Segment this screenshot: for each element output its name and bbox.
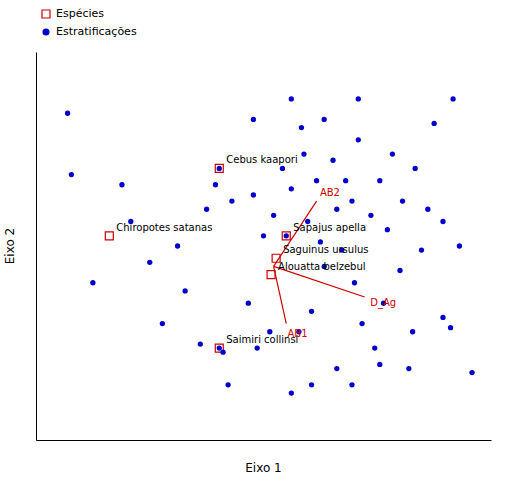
species-point [215,164,223,172]
dot [119,182,124,187]
dot [213,182,218,187]
dot [330,158,335,163]
dot [343,178,348,183]
species-point [282,232,290,240]
point-label: Saimiri collinsi [226,334,298,345]
dot [385,227,390,232]
legend-item: Espécies [42,7,104,20]
dot [251,192,256,197]
point-label: Saguinus ursulus [283,244,368,255]
dot [289,96,294,101]
dot [352,280,357,285]
dot [334,366,339,371]
dot [289,186,294,191]
x-axis [37,440,492,441]
dot [349,198,354,203]
dot [410,329,415,334]
dot [372,345,377,350]
point-label: Alouatta belzebul [278,261,366,272]
dot [261,233,266,238]
dot [309,309,314,314]
dot [400,198,405,203]
dot [457,243,462,248]
labels: AB2AB1D_AgCebus kaaporiChiropotes satana… [116,154,396,345]
dot [160,321,165,326]
dot [217,345,222,350]
dot [90,280,95,285]
y-axis-title: Eixo 2 [3,228,17,264]
dot [469,370,474,375]
dot [182,288,187,293]
dot [425,207,430,212]
dot [175,243,180,248]
species-point [105,232,113,240]
legend-swatch [42,10,50,18]
legend-label: Estratificações [56,25,137,38]
dot [349,382,354,387]
point-label: Chiropotes satanas [116,222,212,233]
dot [65,111,70,116]
axis-line [36,53,37,441]
legend-swatch [42,28,49,35]
point-label: Sapajus apella [293,222,366,233]
dot [334,207,339,212]
dot [377,362,382,367]
species-point [267,271,275,279]
dot [359,321,364,326]
dot [198,341,203,346]
dot [377,178,382,183]
dot [309,382,314,387]
point-label: Cebus kaapori [226,154,297,165]
dot [390,151,395,156]
dot [225,382,230,387]
dot [397,268,402,273]
dot [204,207,209,212]
x-axis-title: Eixo 1 [245,461,281,475]
dot [322,117,327,122]
legend: Espécies Estratificações [42,7,137,38]
dot [251,117,256,122]
marks [65,96,475,395]
dot [419,247,424,252]
dot [217,166,222,171]
dot [229,198,234,203]
dot [440,315,445,320]
dot [289,390,294,395]
dot [440,219,445,224]
dot [356,96,361,101]
chart: AB2AB1D_AgCebus kaaporiChiropotes satana… [0,0,507,482]
dot [220,350,225,355]
legend-item: Estratificações [42,25,136,38]
dot [314,178,319,183]
dot [356,137,361,142]
dot [448,325,453,330]
dot [280,166,285,171]
dot [246,301,251,306]
vector-label: D_Ag [370,297,396,309]
dot [431,121,436,126]
dot [413,166,418,171]
vector-label: AB2 [320,187,340,198]
dot [406,366,411,371]
axis-line [37,440,492,441]
dot [284,233,289,238]
dot [147,260,152,265]
dot [368,213,373,218]
dot [450,96,455,101]
dot [299,125,304,130]
dot [69,172,74,177]
y-axis [36,53,37,441]
dot [271,213,276,218]
dot [255,345,260,350]
plot: AB2AB1D_AgCebus kaaporiChiropotes satana… [37,53,492,441]
legend-label: Espécies [56,7,104,20]
dot [301,151,306,156]
